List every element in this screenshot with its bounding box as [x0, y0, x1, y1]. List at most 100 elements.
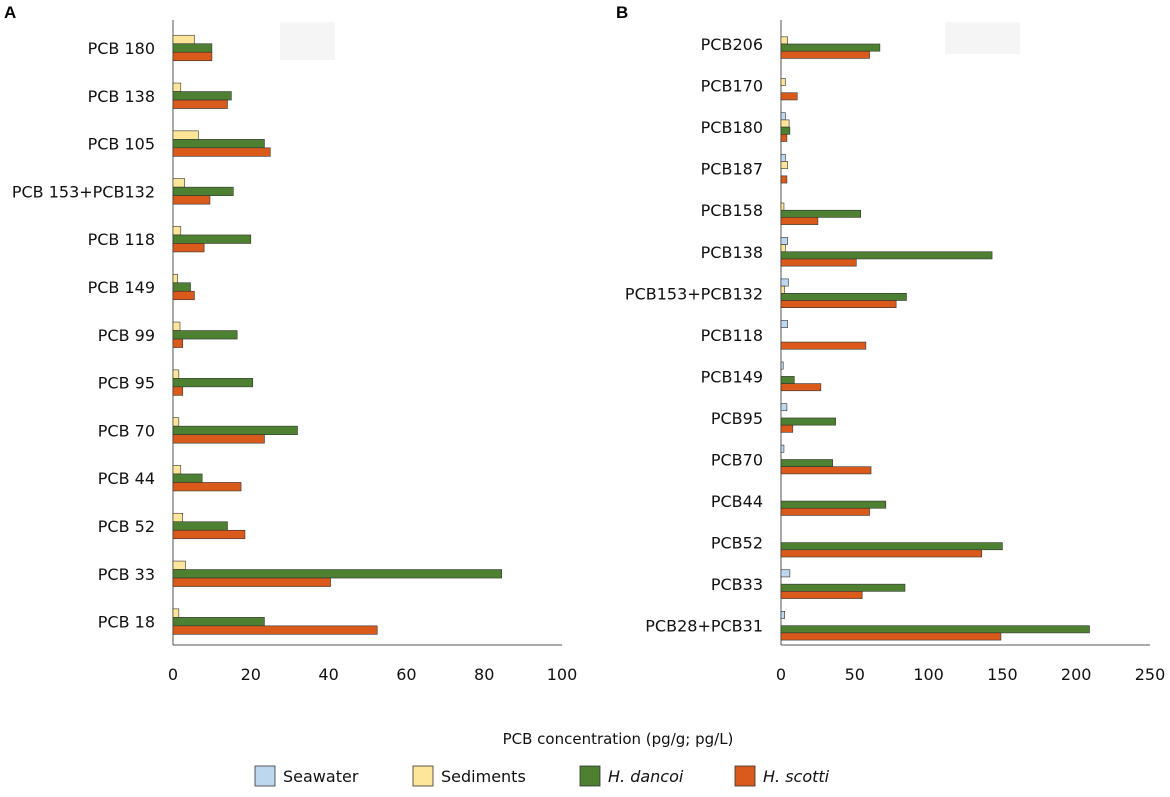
panel-b-bar-sediments [780, 244, 786, 253]
panel-a-bar-h-dancoi [172, 617, 265, 627]
panel-a-category-label: PCB 99 [98, 326, 155, 345]
panel-b-bar-sediments [780, 285, 785, 294]
panel-b-category-label: PCB138 [701, 243, 763, 262]
panel-a-category-label: PCB 180 [88, 39, 155, 58]
panel-a-blank-patch [280, 22, 335, 60]
panel-a-bar-sediments [172, 417, 180, 427]
panel-a-bar-sediments [172, 608, 180, 618]
panel-a-bar-sediments [172, 130, 199, 140]
panel-b-category-label: PCB70 [711, 451, 763, 470]
panel-b-bar-sediments [780, 161, 788, 169]
panel-b-bar-h-dancoi [780, 417, 836, 426]
legend-label-seawater: Seawater [283, 767, 359, 786]
panel-b-bar-seawater [780, 153, 786, 162]
panel-a-x-tick-label: 0 [168, 665, 178, 684]
panel-b-category-label: PCB33 [711, 575, 763, 594]
panel-a-bar-h-scotti [172, 290, 195, 301]
panel-a-bar-sediments [172, 369, 180, 379]
panel-b-bar-h-scotti [780, 258, 857, 267]
panel-a-bar-sediments [172, 82, 182, 92]
panel-b-bar-h-scotti [780, 591, 863, 599]
panel-b-category-label: PCB170 [701, 77, 763, 96]
panel-b-bar-h-dancoi [780, 126, 791, 135]
panel-b-category-label: PCB52 [711, 534, 763, 553]
panel-a-category-label: PCB 44 [98, 469, 155, 488]
panel-b-x-tick-label: 150 [987, 665, 1018, 684]
panel-a-bar-h-scotti [172, 51, 213, 62]
panel-a-bar-h-dancoi [172, 569, 503, 579]
panel-b-bar-sediments [780, 36, 788, 45]
panel-a-bar-h-scotti [172, 386, 184, 396]
panel-a-bar-h-dancoi [172, 521, 228, 531]
panel-a-category-label: PCB 138 [88, 87, 155, 106]
panel-b-bar-seawater [780, 403, 788, 412]
panel-b-x-tick-label: 0 [776, 665, 786, 684]
panel-b-bar-seawater [780, 320, 788, 328]
panel-b-bar-h-dancoi [780, 376, 795, 384]
panel-a-bar-sediments [172, 321, 181, 331]
panel-b-category-label: PCB153+PCB132 [625, 284, 763, 303]
panel-b-bar-sediments [780, 78, 786, 86]
panel-a-x-tick-label: 20 [241, 665, 261, 684]
panel-b-bar-h-dancoi [780, 500, 887, 509]
legend: Seawater Sediments H. dancoi H. scotti [254, 765, 830, 787]
legend-swatch-seawater [254, 765, 276, 787]
panel-b-bar-sediments [780, 202, 785, 211]
panel-a-bar-sediments [172, 34, 195, 45]
panel-a-bar-h-scotti [172, 147, 271, 157]
panel-b-bar-h-scotti [780, 424, 794, 433]
panel-a-bar-h-dancoi [172, 330, 238, 340]
legend-label-h-dancoi: H. dancoi [608, 767, 684, 786]
panel-a-bar-h-dancoi [172, 425, 298, 435]
panel-a-bar-sediments [172, 512, 184, 523]
panel-b-bar-seawater [780, 112, 786, 121]
panel-a-bar-h-dancoi [172, 473, 203, 483]
legend-swatch-h-scotti [734, 765, 756, 787]
panel-b-bar-seawater [780, 237, 788, 245]
legend-label-h-scotti: H. scotti [763, 767, 830, 786]
panel-a-bar-h-dancoi [172, 139, 265, 149]
panel-a-bar-sediments [172, 273, 178, 284]
panel-b-category-label: PCB44 [711, 492, 763, 511]
x-axis-title: PCB concentration (pg/g; pg/L) [503, 730, 734, 748]
panel-b-category-label: PCB158 [701, 201, 763, 220]
panel-b-bar-seawater [780, 278, 789, 287]
panel-b-bar-h-scotti [780, 632, 1002, 641]
panel-a-x-tick-label: 80 [474, 665, 494, 684]
panel-b-category-label: PCB180 [701, 118, 763, 137]
panel-b-bar-h-scotti [780, 341, 867, 350]
panel-a-category-label: PCB 52 [98, 517, 155, 536]
panel-a-bar-h-scotti [172, 625, 378, 635]
panel-a-bar-h-scotti [172, 529, 246, 540]
panel-b-bar-h-scotti [780, 92, 798, 101]
panel-a-category-label: PCB 18 [98, 613, 155, 632]
panel-b-chart: 0 50 100 150 200 250 PCB206 PCB170 PCB180 PCB187 P… [625, 20, 1165, 684]
panel-a-bar-sediments [172, 226, 182, 236]
panel-a-category-label: PCB 105 [88, 135, 155, 154]
panel-a-x-tick-label: 40 [318, 665, 338, 684]
panel-b-category-label: PCB28+PCB31 [645, 617, 763, 636]
panel-a-bar-h-dancoi [172, 186, 234, 196]
panel-a-bar-h-scotti [172, 482, 242, 492]
panel-b-bar-h-scotti [780, 466, 872, 475]
panel-b-bar-h-scotti [780, 217, 819, 225]
legend-swatch-sediments [412, 765, 434, 787]
panel-b-x-tick-label: 100 [913, 665, 944, 684]
panel-b-bar-seawater [780, 361, 784, 370]
panel-b-bar-sediments [780, 119, 790, 128]
panel-b-bar-h-dancoi [780, 583, 906, 592]
panel-a-bar-sediments [172, 465, 182, 475]
panel-b-letter: B [616, 3, 628, 22]
panel-a-category-label: PCB 33 [98, 565, 155, 584]
panel-b-bar-h-dancoi [780, 43, 881, 52]
panel-a-chart: 0 20 40 60 80 100 PCB 180 PCB 138 PCB 105 PCB 153… [12, 20, 577, 684]
panel-b-bar-h-dancoi [780, 209, 862, 218]
panel-b-bar-h-dancoi [780, 625, 1090, 634]
panel-b-x-tick-label: 250 [1135, 665, 1166, 684]
panel-a-bar-h-scotti [172, 243, 205, 253]
panel-a-bar-h-dancoi [172, 378, 254, 388]
panel-b-blank-patch [945, 22, 1020, 54]
panel-b-category-label: PCB149 [701, 367, 763, 386]
panel-a-letter: A [4, 3, 16, 22]
